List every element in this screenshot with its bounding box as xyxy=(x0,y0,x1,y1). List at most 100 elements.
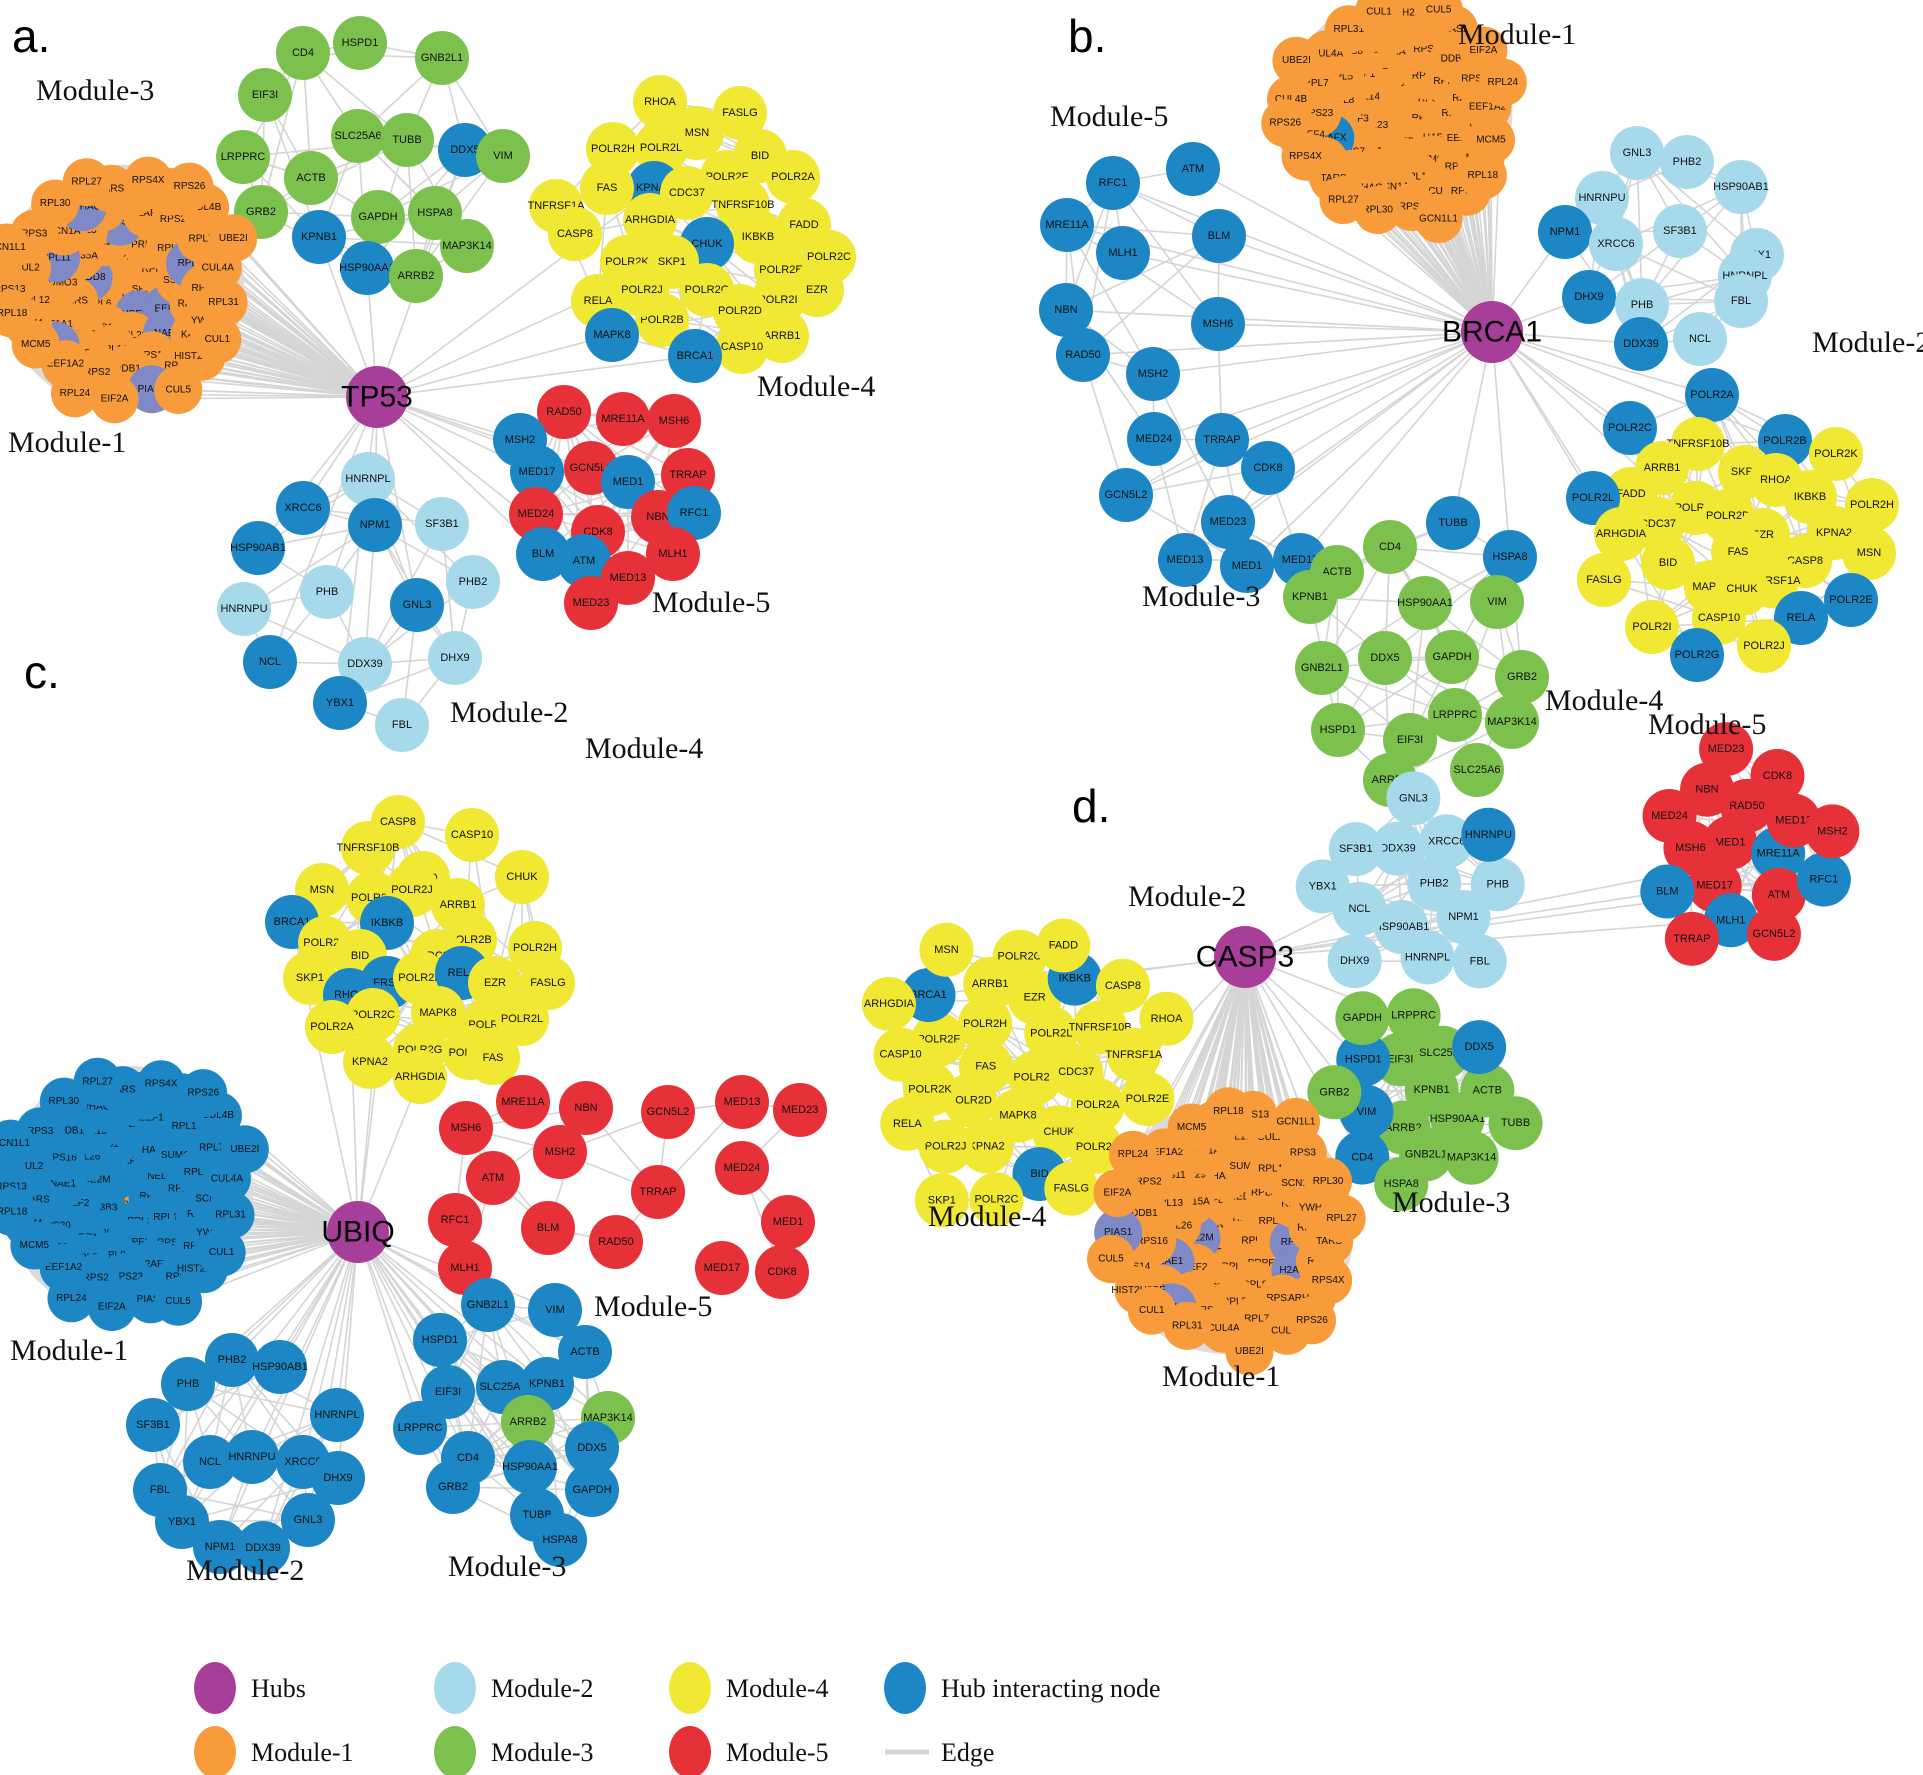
gene-label: MED1 xyxy=(1715,837,1746,849)
gene-node-HNRNPL xyxy=(310,1388,364,1442)
gene-label: BLM xyxy=(1656,886,1679,898)
gene-label: MLH1 xyxy=(450,1262,479,1274)
gene-node-XRCC6 xyxy=(1419,814,1474,869)
gene-label: ARRB1 xyxy=(764,330,801,342)
gene-label: RPL18 xyxy=(0,308,28,319)
gene-node-HSPD1 xyxy=(333,16,387,70)
gene-node-RPS4X xyxy=(124,156,173,205)
gene-node-RPS26 xyxy=(1288,1296,1337,1345)
gene-label: POLR2L xyxy=(1030,1028,1072,1040)
module-label-module-2: Module-2 xyxy=(1128,880,1246,913)
gene-label: CUL5 xyxy=(1098,1254,1124,1265)
gene-label: NPM1 xyxy=(360,519,391,531)
gene-node-CASP8 xyxy=(1095,958,1150,1013)
gene-label: MSH2 xyxy=(1138,368,1169,380)
legend-swatch-module3 xyxy=(434,1726,476,1775)
gene-node-RFC1 xyxy=(1796,852,1851,907)
module-d-module-5: MED1 MRE11A MED17 RAD50 ATM MSH6 MED13 MLH1 NBN R… xyxy=(1640,722,1860,966)
gene-node-EIF2A xyxy=(90,375,139,424)
gene-label: POLR2H xyxy=(1850,499,1894,511)
gene-label: HSP90AA1 xyxy=(502,1461,558,1473)
legend-label: Module-4 xyxy=(726,1674,829,1703)
gene-label: UBE2I xyxy=(230,1144,259,1155)
gene-node-RPL27 xyxy=(62,158,111,207)
gene-node-VIM xyxy=(528,1283,582,1337)
gene-label: HSPA8 xyxy=(1384,1178,1419,1190)
gene-label: PIAS1 xyxy=(1440,24,1469,35)
gene-node-POLR2A xyxy=(1070,1078,1125,1133)
gene-label: PHB2 xyxy=(459,576,488,588)
gene-node-GCN5L2 xyxy=(641,1085,695,1139)
gene-label: EEF2 xyxy=(155,303,180,314)
gene-node-EIF2A xyxy=(1093,1168,1142,1217)
gene-label: NPM1 xyxy=(205,1541,236,1553)
gene-label: FADD xyxy=(1616,488,1645,500)
gene-label: PIAS1 xyxy=(138,384,167,395)
module-label-module-1: Module-1 xyxy=(10,1334,128,1367)
gene-node-HSPA8 xyxy=(1374,1157,1429,1212)
gene-node-KPNB1 xyxy=(1283,570,1337,624)
gene-label: BLM xyxy=(1208,230,1231,242)
gene-label: RPL27 xyxy=(71,177,102,188)
gene-label: TARS xyxy=(98,183,124,194)
gene-node-HSP90AB1 xyxy=(253,1340,307,1394)
gene-node-RPL30 xyxy=(1303,1157,1352,1206)
gene-node-NBN xyxy=(559,1081,613,1135)
gene-label: RPL24 xyxy=(1488,77,1519,88)
edge xyxy=(260,52,304,213)
gene-node-CASP10 xyxy=(715,320,769,374)
gene-node-BRCA1 xyxy=(668,329,722,383)
gene-node-GRB2 xyxy=(426,1460,480,1514)
gene-label: MSH6 xyxy=(1675,842,1706,854)
hub-edge xyxy=(357,1231,469,1459)
gene-label: CDK8 xyxy=(1763,770,1792,782)
hub-edge xyxy=(1192,168,1493,333)
gene-label: RPS4X xyxy=(1289,151,1322,162)
gene-label: HSP90AA1 xyxy=(1430,1113,1486,1125)
gene-label: MED23 xyxy=(1708,743,1745,755)
gene-label: EIF2A xyxy=(101,394,129,405)
gene-node-GNL3 xyxy=(390,578,444,632)
hub-node-TP53 xyxy=(346,366,408,428)
gene-label: Ubiq xyxy=(116,1198,137,1209)
gene-label: RHOA xyxy=(1151,1013,1183,1025)
gene-label: UBE2I xyxy=(219,233,248,244)
gene-label: SKP1 xyxy=(928,1194,956,1206)
module-label-module-2: Module-2 xyxy=(1812,326,1923,359)
gene-node-GCN5L2 xyxy=(1746,906,1801,961)
gene-node-HSPD1 xyxy=(413,1313,467,1367)
gene-node-MED23 xyxy=(1201,495,1255,549)
gene-label: MED17 xyxy=(519,466,556,478)
gene-label: RPL30 xyxy=(49,1096,80,1107)
gene-label: RPS23 xyxy=(111,1271,143,1282)
gene-label: YBX1 xyxy=(326,697,354,709)
gene-label: CUL1 xyxy=(209,1247,235,1258)
gene-label: SLC25A6 xyxy=(479,1381,526,1393)
gene-node-HSP90AB1 xyxy=(231,521,285,575)
gene-label: CASP10 xyxy=(1698,612,1740,624)
gene-label: CUL5 xyxy=(165,1296,191,1307)
gene-label: RPL31 xyxy=(208,297,239,308)
gene-label: CUL2 xyxy=(1428,186,1454,197)
gene-node-UBE2I xyxy=(209,214,258,263)
gene-label: KPNA2 xyxy=(969,1140,1005,1152)
gene-label: HSP90AA1 xyxy=(1397,597,1453,609)
gene-label: RPL18 xyxy=(1468,170,1499,181)
gene-label: MRE11A xyxy=(1045,219,1089,231)
gene-node-MSH6 xyxy=(1191,297,1245,351)
gene-label: SKP1 xyxy=(296,972,324,984)
gene-label: POLR2C xyxy=(1608,422,1652,434)
gene-label: DDB1 xyxy=(1131,1208,1158,1219)
gene-label: CASP8 xyxy=(380,816,416,828)
gene-node-NCL xyxy=(243,635,297,689)
gene-node-TNFRSF1A xyxy=(1106,1027,1161,1082)
gene-label: RPS3 xyxy=(21,228,48,239)
gene-label: GNB2L1 xyxy=(1301,662,1343,674)
gene-label: FASLG xyxy=(722,107,757,119)
gene-label: RPL8 xyxy=(101,1250,126,1261)
gene-label: MED17 xyxy=(1282,554,1319,566)
gene-label: RPS3 xyxy=(27,1126,54,1137)
gene-node-VIM xyxy=(1470,575,1524,629)
gene-label: ATM xyxy=(482,1172,504,1184)
module-d-module-1: PCNARPS6SF3B3RPL6RPL23UBE2MNEDD8RPL14RPS… xyxy=(1087,1087,1366,1376)
